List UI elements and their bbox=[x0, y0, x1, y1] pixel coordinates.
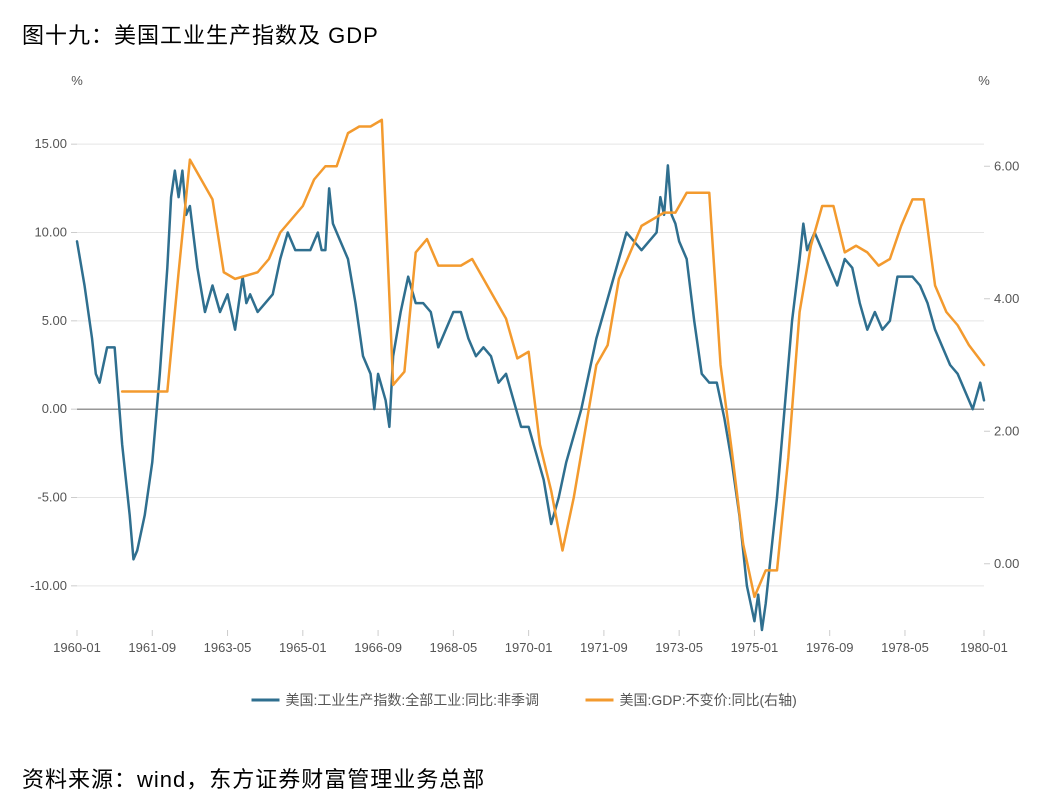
y-right-label: 6.00 bbox=[994, 158, 1019, 173]
y-left-label: 15.00 bbox=[34, 136, 67, 151]
x-label: 1965-01 bbox=[279, 640, 327, 655]
chart-bg bbox=[22, 60, 1039, 740]
y-left-label: 5.00 bbox=[42, 313, 67, 328]
x-label: 1970-01 bbox=[505, 640, 553, 655]
legend-label: 美国:工业生产指数:全部工业:同比:非季调 bbox=[286, 692, 540, 708]
x-label: 1980-01 bbox=[960, 640, 1008, 655]
y-left-label: -5.00 bbox=[37, 490, 67, 505]
source-line: 资料来源：wind，东方证券财富管理业务总部 bbox=[22, 762, 1039, 794]
left-axis-unit: % bbox=[71, 73, 83, 88]
line-chart: %% -10.00 -5.00 0.00 5.00 10.00 15.00 0.00 2.00 4… bbox=[22, 60, 1039, 740]
x-label: 1971-09 bbox=[580, 640, 628, 655]
legend-label: 美国:GDP:不变价:同比(右轴) bbox=[620, 692, 797, 708]
right-axis-unit: % bbox=[978, 73, 990, 88]
x-label: 1961-09 bbox=[128, 640, 176, 655]
chart-container: %% -10.00 -5.00 0.00 5.00 10.00 15.00 0.00 2.00 4… bbox=[22, 60, 1039, 740]
x-label: 1978-05 bbox=[881, 640, 929, 655]
x-label: 1960-01 bbox=[53, 640, 101, 655]
x-label: 1975-01 bbox=[731, 640, 779, 655]
y-right-label: 2.00 bbox=[994, 423, 1019, 438]
page: 图十九：美国工业生产指数及 GDP %% -10.00 -5.00 0.00 5.00 1… bbox=[0, 0, 1061, 812]
y-right-label: 0.00 bbox=[994, 556, 1019, 571]
figure-title: 图十九：美国工业生产指数及 GDP bbox=[22, 18, 1039, 50]
x-label: 1976-09 bbox=[806, 640, 854, 655]
y-left-label: 10.00 bbox=[34, 225, 67, 240]
y-left-label: -10.00 bbox=[30, 578, 67, 593]
x-label: 1968-05 bbox=[429, 640, 477, 655]
x-label: 1973-05 bbox=[655, 640, 703, 655]
x-label: 1963-05 bbox=[204, 640, 252, 655]
y-right-label: 4.00 bbox=[994, 291, 1019, 306]
y-left-label: 0.00 bbox=[42, 401, 67, 416]
x-label: 1966-09 bbox=[354, 640, 402, 655]
